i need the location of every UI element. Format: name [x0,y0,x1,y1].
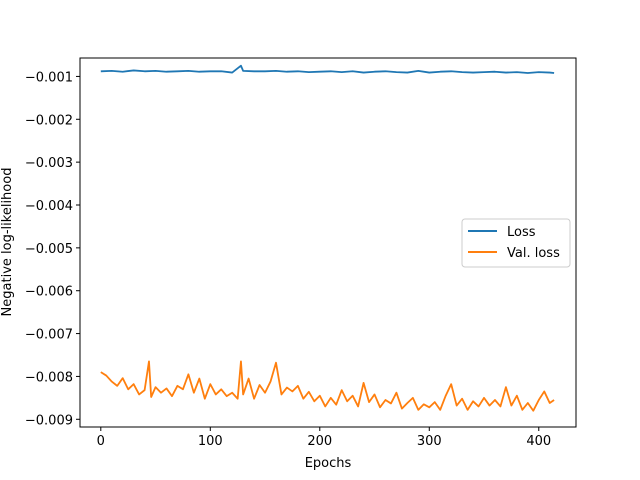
legend-label-val-loss: Val. loss [507,246,560,261]
x-tick-label: 200 [307,434,332,449]
series-line-val-loss [100,360,555,412]
legend: Loss Val. loss [461,218,571,268]
series-layer [100,64,555,412]
y-tick-label: −0.005 [25,242,73,257]
x-tick-label: 400 [526,434,551,449]
x-axis-label: Epochs [305,456,352,471]
y-tick-label: −0.002 [25,113,73,128]
y-tick-label: −0.004 [25,199,73,214]
y-tick-label: −0.007 [25,328,73,343]
y-tick-label: −0.009 [25,413,73,428]
y-tick-label: −0.006 [25,285,73,300]
x-tick-label: 100 [198,434,223,449]
series-line-loss [100,64,555,74]
y-axis-label: Negative log-likelihood [0,168,15,317]
plot-area [79,57,577,428]
y-axis: −0.001 −0.002 −0.003 −0.004 −0.005 −0.006 −0.0… [25,70,80,428]
y-tick-label: −0.001 [25,70,73,85]
legend-label-loss: Loss [507,225,536,240]
axes-frame [79,57,577,428]
x-tick-label: 0 [97,434,105,449]
x-tick-label: 300 [417,434,442,449]
x-axis: 0 100 200 300 400 [97,427,551,449]
y-tick-label: −0.003 [25,156,73,171]
y-tick-label: −0.008 [25,370,73,385]
